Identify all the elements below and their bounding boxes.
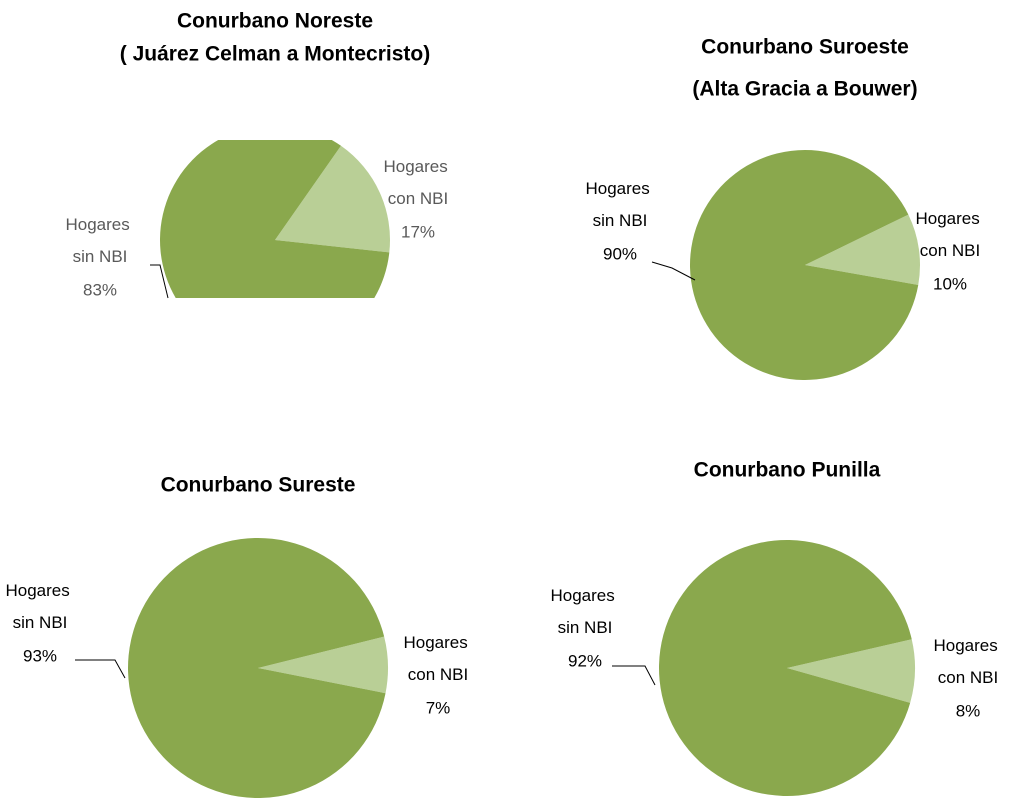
leader-line [651, 261, 696, 281]
pie [658, 539, 915, 796]
chart-subtitle: ( Juárez Celman a Montecristo) [120, 43, 430, 66]
chart-title: Conurbano Noreste [177, 10, 373, 33]
slice-category-label: Hogares con NBI [384, 157, 453, 208]
pie-chart: Conurbano Suroeste (Alta Gracia a Bouwer)… [586, 36, 985, 380]
slice-category-label: Hogares sin NBI [551, 586, 620, 637]
slice-category-label: Hogares sin NBI [6, 581, 75, 632]
slice-value-label: 8% [956, 701, 981, 720]
leader-line [150, 264, 169, 299]
chart-title: Conurbano Sureste [161, 474, 356, 497]
leader-line [612, 665, 656, 686]
pie-slice [805, 214, 920, 285]
pie-slice [258, 636, 389, 694]
slice-value-label: 83% [83, 280, 117, 299]
leader-line [75, 659, 126, 679]
slice-value-label: 93% [23, 646, 57, 665]
slice-category-label: Hogares con NBI [404, 633, 473, 684]
slice-category-label: Hogares sin NBI [66, 215, 135, 266]
slice-value-label: 7% [426, 698, 451, 717]
pie-slice [787, 639, 915, 703]
slice-category-label: Hogares sin NBI [586, 179, 655, 230]
chart-title: Conurbano Punilla [694, 459, 881, 482]
pie [128, 537, 389, 798]
pie-chart: Conurbano Punilla Hogares con NBI 8% Hogare… [551, 459, 1003, 796]
chart-title: Conurbano Suroeste [701, 36, 909, 59]
pie-slice [658, 539, 912, 796]
pie-chart: Conurbano Noreste ( Juárez Celman a Monte… [66, 10, 453, 300]
slice-value-label: 90% [603, 244, 637, 263]
pie-slice [128, 537, 386, 798]
pie-chart: Conurbano Sureste Hogares con NBI 7% Hogare… [6, 474, 473, 798]
slice-value-label: 92% [568, 651, 602, 670]
pie [160, 140, 390, 298]
slice-value-label: 10% [933, 274, 967, 293]
slice-value-label: 17% [401, 222, 435, 241]
pie-slice [160, 140, 390, 298]
chart-subtitle: (Alta Gracia a Bouwer) [692, 78, 917, 101]
pie-slice [689, 149, 919, 380]
slice-category-label: Hogares con NBI [916, 209, 985, 260]
pie-slice [275, 145, 390, 253]
pie [689, 149, 920, 380]
slice-category-label: Hogares con NBI [934, 636, 1003, 687]
